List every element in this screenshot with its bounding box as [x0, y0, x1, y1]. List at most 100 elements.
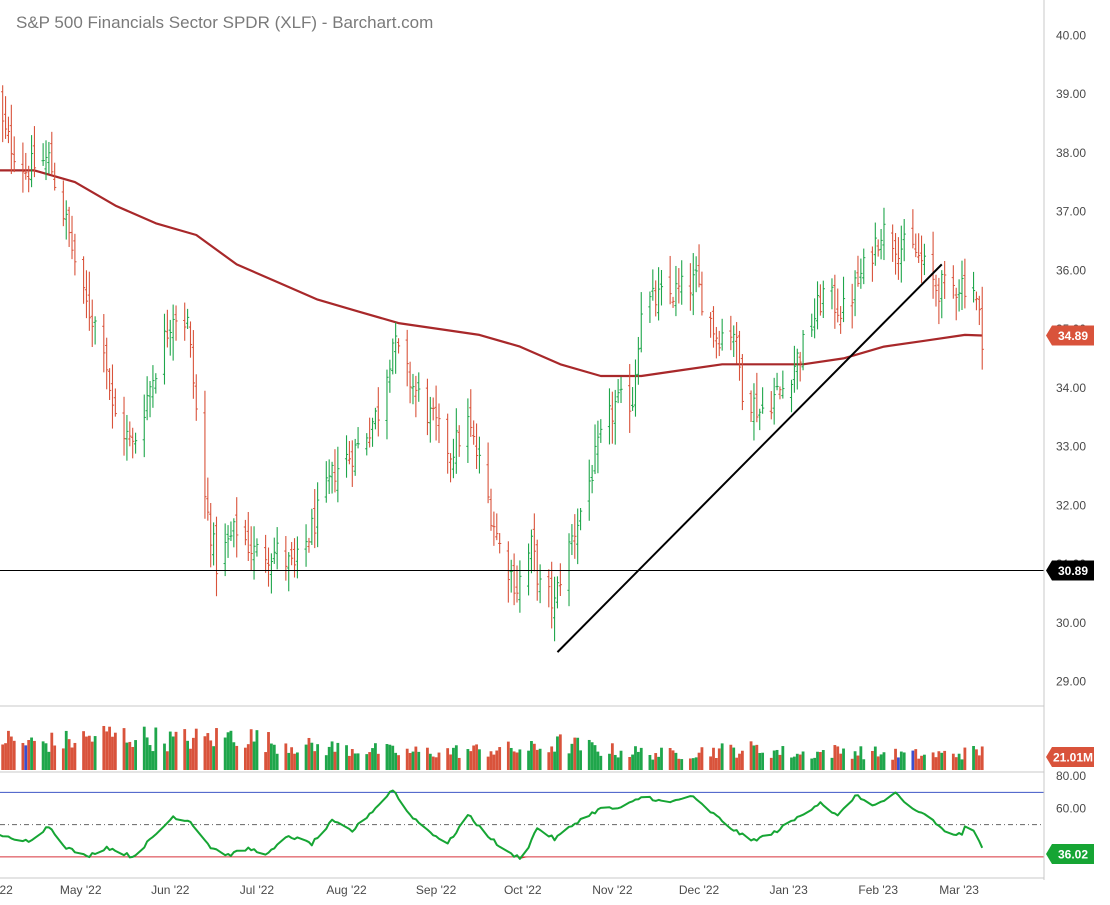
volume-bar — [142, 726, 146, 770]
volume-bar — [498, 747, 502, 770]
volume-bar — [327, 746, 331, 770]
price-bar — [789, 379, 794, 413]
price-bar — [368, 417, 372, 448]
volume-bar — [778, 754, 782, 770]
price-bar — [1, 85, 5, 143]
volume-bar — [229, 730, 233, 770]
rsi-tick-label: 60.00 — [1056, 801, 1086, 815]
volume-bar — [732, 747, 736, 770]
rsi-line — [0, 789, 984, 860]
volume-bar — [417, 751, 421, 770]
volume-bar — [345, 745, 348, 770]
volume-bar — [688, 758, 692, 770]
x-tick-label: Feb '23 — [858, 883, 898, 897]
price-bar — [174, 305, 178, 341]
price-tick-label: 40.00 — [1056, 28, 1086, 42]
price-bar — [388, 359, 392, 393]
volume-bar — [414, 746, 418, 770]
price-bar — [940, 270, 944, 319]
volume-bar — [154, 727, 158, 770]
price-bar — [41, 143, 45, 166]
price-bar — [558, 563, 562, 597]
price-bar — [110, 364, 115, 429]
volume-bar — [842, 748, 845, 770]
price-bar — [630, 387, 635, 411]
price-bar — [518, 560, 522, 613]
volume-bar — [509, 747, 513, 770]
x-tick-label: Nov '22 — [592, 883, 633, 897]
price-bar — [893, 233, 898, 275]
volume-bar — [269, 743, 273, 770]
volume-bar — [449, 754, 452, 770]
price-bar — [304, 524, 308, 567]
price-bar — [356, 427, 360, 449]
price-bar — [735, 322, 739, 364]
price-bar — [310, 508, 314, 545]
volume-bar — [891, 759, 895, 770]
price-bar — [977, 295, 981, 326]
volume-badge-label: 21.01M — [1053, 751, 1093, 765]
price-bar — [434, 385, 438, 441]
volume-bar — [911, 750, 915, 770]
price-bar — [214, 516, 219, 597]
price-bar — [680, 260, 684, 305]
price-bar — [677, 268, 681, 304]
price-bar — [761, 387, 765, 414]
price-bar — [550, 561, 554, 629]
volume-bar — [330, 741, 334, 770]
volume-bar — [801, 751, 805, 770]
volume-bar — [30, 737, 33, 770]
price-bar — [801, 330, 805, 371]
volume-bar — [131, 746, 135, 770]
price-bar — [526, 543, 531, 596]
price-bar — [29, 135, 34, 188]
volume-bar — [931, 752, 935, 770]
price-bar — [53, 162, 57, 191]
volume-bar — [235, 745, 239, 770]
volume-bar — [538, 748, 542, 770]
price-bar — [628, 364, 632, 433]
price-bar — [737, 330, 742, 381]
volume-bar — [163, 743, 166, 770]
last-price-badge: 34.89 — [1046, 325, 1094, 346]
price-bar — [24, 152, 28, 180]
moving-average-layer — [0, 169, 983, 378]
volume-bar — [27, 740, 31, 770]
price-bar — [960, 260, 964, 311]
volume-bar — [616, 757, 620, 770]
volume-bar — [793, 756, 796, 770]
volume-bar — [21, 742, 25, 770]
price-bar — [347, 440, 352, 465]
volume-bar — [879, 754, 883, 770]
price-bar — [437, 403, 441, 444]
volume-bar — [348, 755, 351, 770]
volume-bar — [894, 748, 897, 770]
grid-layer — [0, 35, 1044, 681]
volume-bar — [755, 744, 759, 770]
price-bar — [974, 291, 979, 311]
price-bar — [775, 372, 779, 391]
price-bar — [512, 553, 516, 606]
volume-bar — [495, 750, 499, 770]
volume-bar — [209, 740, 213, 770]
price-bar — [668, 255, 672, 305]
volume-bar — [405, 748, 409, 770]
price-bar — [394, 322, 398, 374]
price-bar — [287, 552, 291, 592]
volume-bar — [590, 742, 594, 770]
volume-bar — [90, 741, 94, 770]
volume-bar — [171, 736, 175, 770]
price-bar — [656, 267, 661, 321]
volume-bar — [576, 737, 580, 770]
price-bar — [732, 325, 736, 357]
price-bar — [90, 299, 94, 348]
price-bar — [70, 215, 74, 260]
price-bar — [486, 442, 490, 504]
price-tick-label: 33.00 — [1056, 440, 1086, 454]
price-tick-label: 32.00 — [1056, 498, 1086, 512]
price-bar — [547, 569, 551, 608]
price-bar — [171, 304, 175, 361]
volume-bar — [940, 752, 944, 770]
volume-bar — [397, 755, 400, 770]
